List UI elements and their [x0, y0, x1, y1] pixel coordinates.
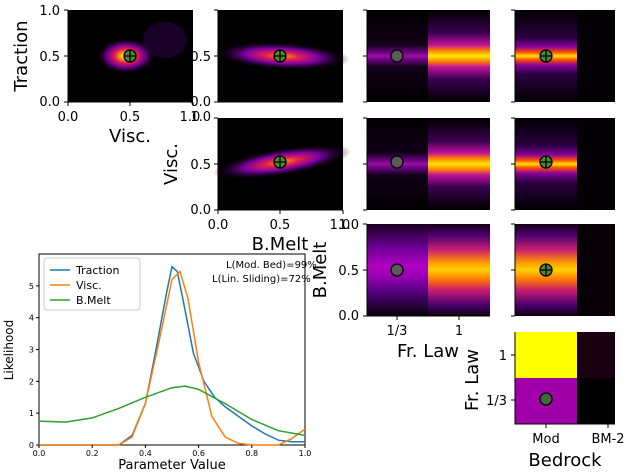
- heatmap-cell-frlaw-1: [428, 224, 490, 316]
- xtick-bedrock-0: Mod: [532, 432, 559, 447]
- ylabel-traction: Traction: [11, 20, 32, 92]
- heatmap-cell-bm2-1-3: [577, 378, 615, 424]
- ytick-label: 1: [29, 409, 34, 418]
- marker: [539, 155, 553, 169]
- ytick-visc-bmelt-1: 0.5: [190, 158, 211, 173]
- xtick-visc-bmelt-0: 0.0: [208, 218, 229, 233]
- xlabel-bmelt: B.Melt: [252, 234, 309, 255]
- ytick-traction-bmelt-1: 0.5: [190, 50, 211, 65]
- panel-traction-bedrock: [515, 10, 615, 102]
- ytick-label: 0: [29, 441, 34, 450]
- xtick-bedrock-1: BM-2: [591, 432, 624, 447]
- xtick-label: 0.8: [245, 449, 258, 458]
- marker: [539, 49, 553, 63]
- marginals-chart: 0.0 0.2 0.4 0.6 0.8 1.0 0 1 2 3 4 5 Traction Visc. …: [2, 253, 317, 473]
- xlabel-bedrock: Bedrock: [528, 450, 602, 471]
- ytick-traction-visc-1: 0.5: [39, 50, 60, 65]
- xlabel-frlaw: Fr. Law: [397, 341, 459, 362]
- legend-label-bmelt: B.Melt: [76, 294, 111, 307]
- heatmap-cell-bm2: [577, 224, 615, 316]
- xtick-visc-bmelt-1: 0.5: [270, 218, 291, 233]
- panel-visc-bedrock: [515, 118, 615, 210]
- panel-bmelt-frlaw: [367, 224, 490, 316]
- xtick-label: 0.2: [86, 449, 99, 458]
- legend-box: [43, 257, 141, 311]
- xtick-traction-visc-0: 0.0: [58, 110, 79, 125]
- ytick-bmelt-frlaw-0: 0.0: [338, 309, 359, 324]
- ytick-bmelt-frlaw-2: 1.0: [338, 218, 359, 233]
- series-lines: [38, 265, 306, 446]
- marker: [390, 155, 404, 169]
- marker: [390, 49, 404, 63]
- panel-visc-frlaw: [367, 118, 490, 210]
- heatmap-cell-mod-1: [515, 332, 577, 378]
- ylabel-bmelt: B.Melt: [310, 242, 331, 299]
- xtick-label: 0.4: [139, 449, 152, 458]
- ytick-label: 4: [29, 314, 34, 323]
- ytick-label: 2: [29, 377, 34, 386]
- marker: [539, 392, 553, 406]
- xtick-label: 1.0: [299, 449, 312, 458]
- heatmap-tick-labels: 1.0 0.5 0.0 0.0 0.5 1.0 1.0 0.5 0.0 0.5 …: [39, 4, 624, 447]
- heatmap-cell-bm2: [577, 118, 615, 210]
- ytick-label: 5: [29, 282, 34, 291]
- marker: [273, 49, 287, 63]
- heatmap-cell-frlaw-1: [428, 10, 490, 102]
- ytick-traction-bmelt-0: 0.0: [190, 95, 211, 110]
- legend-label-traction: Traction: [75, 264, 120, 277]
- heatmap-cell-frlaw-1: [428, 118, 490, 210]
- marker: [273, 155, 287, 169]
- heatmap-cell-bm2: [577, 10, 615, 102]
- ytick-traction-bmelt-2: 1.0: [190, 110, 211, 125]
- panel-traction-frlaw: [367, 10, 490, 102]
- marker: [123, 49, 137, 63]
- line-chart-ticks: 0.0 0.2 0.4 0.6 0.8 1.0 0 1 2 3 4 5: [29, 282, 311, 458]
- xtick-traction-visc-1: 0.5: [120, 110, 141, 125]
- ytick-traction-visc-2: 1.0: [39, 4, 60, 19]
- ytick-traction-visc-0: 0.0: [39, 95, 60, 110]
- xtick-traction-visc-2: 1.0: [180, 110, 201, 125]
- ytick-visc-bmelt-0: 0.0: [190, 203, 211, 218]
- xtick-label: 0.0: [33, 449, 46, 458]
- marker: [390, 263, 404, 277]
- ytick-frlaw-bedrock-1: 1/3: [486, 394, 507, 409]
- density-halo: [143, 22, 187, 58]
- axis-spines: [64, 9, 615, 428]
- xtick-frlaw-0: 1/3: [387, 324, 408, 339]
- xtick-frlaw-1: 1: [455, 324, 463, 339]
- ylabel-visc: Visc.: [161, 143, 182, 185]
- xtick-label: 0.6: [192, 449, 205, 458]
- panel-traction-visc: [68, 10, 193, 102]
- heatmap-axis-labels: Traction Visc. Visc. B.Melt B.Melt Fr. L…: [11, 20, 602, 471]
- xtick-visc-bmelt-2: 1.0: [330, 218, 351, 233]
- ytick-label: 3: [29, 346, 34, 355]
- ytick-frlaw-bedrock-0: 1: [499, 349, 507, 364]
- xlabel-parameter-value: Parameter Value: [118, 458, 225, 473]
- annotation-mod-bed: L(Mod. Bed)=99%: [226, 260, 317, 271]
- true-value-markers: [123, 49, 553, 406]
- panel-frlaw-bedrock: [515, 332, 615, 424]
- ytick-bmelt-frlaw-1: 0.5: [338, 264, 359, 279]
- series-line-visc: [39, 270, 306, 446]
- annotation-lin-sliding: L(Lin. Sliding)=72%: [212, 274, 311, 285]
- series-line-bmelt: [38, 385, 306, 437]
- heatmap-cell-bm2-1: [577, 332, 615, 378]
- xlabel-visc: Visc.: [109, 126, 151, 147]
- ylabel-frlaw: Fr. Law: [462, 349, 483, 411]
- ylabel-likelihood: Likelihood: [2, 320, 16, 381]
- marker: [539, 263, 553, 277]
- legend-label-visc: Visc.: [76, 279, 102, 292]
- legend: Traction Visc. B.Melt: [43, 257, 141, 311]
- panel-bmelt-bedrock: [515, 224, 615, 316]
